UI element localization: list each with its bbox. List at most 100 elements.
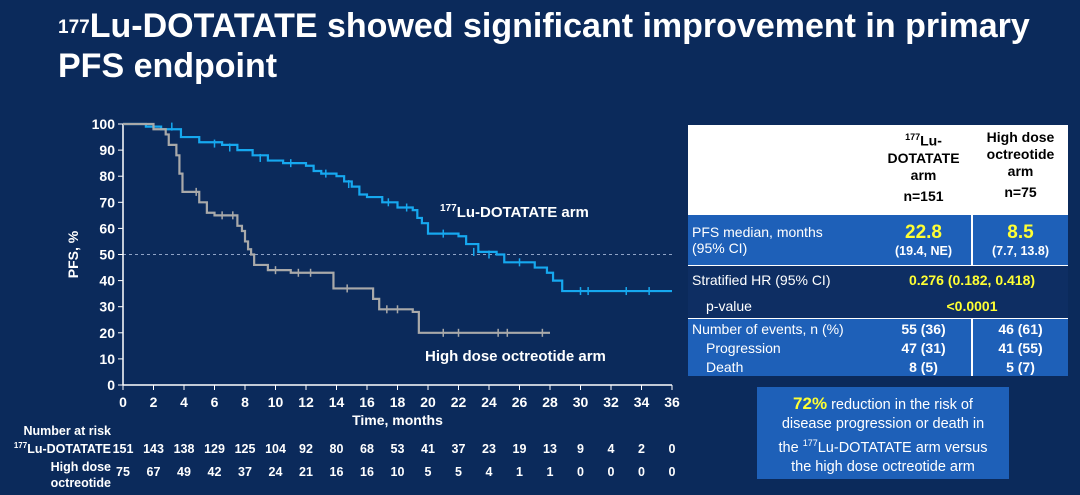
header-oct-name3: arm	[1007, 163, 1034, 179]
at-risk-header: Number at risk	[23, 424, 111, 438]
at-risk-label-lu-sup: 177	[14, 441, 28, 450]
at-risk-value-oct: 21	[299, 465, 313, 479]
at-risk-value-lu: 68	[360, 442, 374, 456]
at-risk-value-lu: 151	[113, 442, 134, 456]
km-curve-octreotide	[123, 122, 550, 334]
events-row: Number of events, n (%) 55 (36) 46 (61)	[688, 318, 1068, 338]
y-tick-label: 70	[99, 194, 115, 210]
page-title: 177Lu-DOTATATE showed significant improv…	[58, 6, 1058, 86]
header-oct-n: n=75	[1004, 184, 1037, 200]
events-oct: 46 (61)	[971, 318, 1068, 338]
at-risk-value-oct: 0	[638, 465, 645, 479]
y-tick-label: 20	[99, 325, 115, 341]
at-risk-label-oct-2: octreotide	[51, 476, 111, 490]
x-tick-label: 0	[119, 394, 127, 410]
pfs-oct: 8.5 (7.7, 13.8)	[971, 214, 1068, 266]
at-risk-value-lu: 19	[513, 442, 527, 456]
at-risk-value-lu: 125	[235, 442, 256, 456]
at-risk-label-oct-1: High dose	[51, 460, 111, 474]
x-tick-label: 10	[268, 394, 284, 410]
header-empty	[688, 125, 876, 215]
x-tick-label: 24	[481, 394, 497, 410]
at-risk-value-oct: 0	[669, 465, 676, 479]
at-risk-value-oct: 24	[269, 465, 283, 479]
title-superscript: 177	[58, 17, 90, 38]
y-tick-label: 0	[107, 377, 115, 393]
at-risk-label-lu-text: Lu-DOTATATE	[27, 442, 111, 456]
x-tick-label: 22	[451, 394, 467, 410]
death-label: Death	[688, 357, 876, 376]
death-oct: 5 (7)	[971, 357, 1068, 376]
header-lu-name2: DOTATATE	[887, 149, 960, 166]
pfs-label-2: (95% CI)	[692, 240, 748, 256]
y-tick-label: 100	[92, 116, 116, 132]
x-tick-label: 36	[664, 394, 680, 410]
at-risk-value-lu: 0	[669, 442, 676, 456]
x-tick-label: 16	[359, 394, 375, 410]
y-tick-label: 10	[99, 351, 115, 367]
pfs-lu: 22.8 (19.4, NE)	[876, 214, 972, 266]
at-risk-value-oct: 0	[577, 465, 584, 479]
at-risk-value-oct: 16	[360, 465, 374, 479]
callout-sup: 177	[802, 438, 818, 448]
series-label-octreotide: High dose octreotide arm	[425, 348, 606, 365]
x-axis-label: Time, months	[352, 412, 443, 428]
callout-text-2: disease progression or death in	[781, 416, 985, 432]
x-tick-label: 34	[634, 394, 650, 410]
header-lu-arm: 177Lu- DOTATATE arm n=151	[876, 125, 972, 215]
death-row: Death 8 (5) 5 (7)	[688, 357, 1068, 376]
y-tick-label: 90	[99, 142, 115, 158]
results-table: 177Lu- DOTATATE arm n=151 High dose octr…	[688, 125, 1068, 376]
at-risk-value-oct: 10	[391, 465, 405, 479]
y-tick-label: 60	[99, 220, 115, 236]
pvalue-value: <0.0001	[876, 294, 1068, 319]
series-label-lu: 177Lu-DOTATATE arm	[440, 203, 589, 221]
death-lu: 8 (5)	[876, 357, 972, 376]
title-text: Lu-DOTATATE showed significant improveme…	[58, 7, 1030, 85]
pfs-oct-ci: (7.7, 13.8)	[992, 243, 1049, 258]
header-lu-sup: 177	[905, 132, 921, 142]
header-oct-name1: High dose	[986, 129, 1055, 145]
x-tick-label: 8	[241, 394, 249, 410]
x-tick-label: 6	[211, 394, 219, 410]
x-tick-label: 32	[603, 394, 619, 410]
at-risk-value-lu: 104	[265, 442, 286, 456]
at-risk-value-oct: 1	[547, 465, 554, 479]
at-risk-value-lu: 80	[330, 442, 344, 456]
at-risk-value-lu: 92	[299, 442, 313, 456]
x-tick-label: 4	[180, 394, 188, 410]
x-tick-label: 14	[329, 394, 345, 410]
pfs-lu-value: 22.8	[905, 221, 942, 243]
at-risk-value-lu: 138	[174, 442, 195, 456]
header-oct-name2: octreotide	[986, 146, 1055, 162]
progression-oct: 41 (55)	[971, 338, 1068, 357]
events-lu: 55 (36)	[876, 318, 972, 338]
callout-pct: 72%	[793, 394, 828, 413]
pfs-lu-ci: (19.4, NE)	[895, 243, 952, 258]
at-risk-value-lu: 4	[608, 442, 615, 456]
at-risk-value-lu: 9	[577, 442, 584, 456]
chart-labels: 177Lu-DOTATATE arm High dose octreotide a…	[425, 203, 606, 365]
x-tick-label: 20	[420, 394, 436, 410]
at-risk-value-lu: 23	[482, 442, 496, 456]
header-lu-name1: Lu-	[920, 132, 942, 149]
pfs-oct-value: 8.5	[1007, 221, 1034, 243]
pfs-label-1: PFS median, months	[692, 224, 823, 240]
pvalue-row: p-value <0.0001	[688, 294, 1068, 319]
at-risk-value-lu: 143	[143, 442, 164, 456]
at-risk-value-lu: 41	[421, 442, 435, 456]
x-tick-label: 18	[390, 394, 406, 410]
progression-label: Progression	[688, 338, 876, 357]
callout-text-3a: the	[778, 439, 803, 456]
events-label: Number of events, n (%)	[688, 318, 876, 338]
at-risk-value-oct: 16	[330, 465, 344, 479]
at-risk-value-oct: 4	[486, 465, 493, 479]
at-risk-value-oct: 5	[455, 465, 462, 479]
header-lu-name3: arm	[910, 166, 937, 183]
x-tick-label: 26	[512, 394, 528, 410]
at-risk-value-oct: 1	[516, 465, 523, 479]
at-risk-label-lu: 177Lu-DOTATATE	[14, 441, 111, 456]
x-tick-label: 28	[542, 394, 558, 410]
chart-curves	[123, 122, 672, 337]
